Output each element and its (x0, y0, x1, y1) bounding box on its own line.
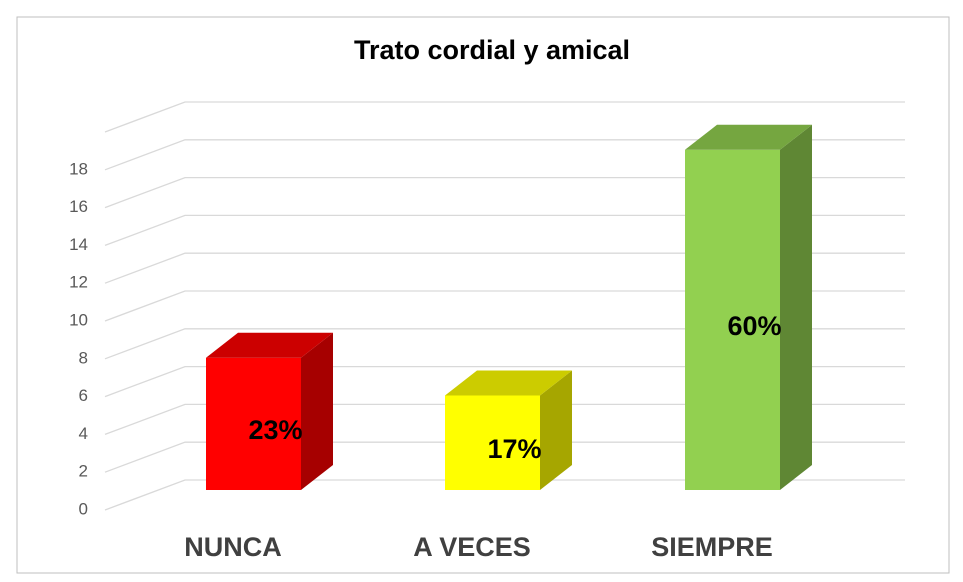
grid-line (104, 139, 905, 171)
bar-top (685, 124, 812, 150)
grid-line (104, 252, 905, 284)
bar-front (206, 357, 301, 490)
data-label: 60% (727, 311, 781, 341)
y-tick-label: 4 (79, 424, 88, 443)
bar-top (206, 332, 333, 358)
bar (206, 332, 333, 490)
x-tick-label: SIEMPRE (651, 532, 773, 562)
grid-line (104, 214, 905, 247)
grid-line (104, 479, 905, 511)
bar-side (301, 332, 333, 490)
bar (685, 124, 812, 491)
grid-line (104, 441, 905, 473)
bar-front (685, 149, 780, 491)
data-label: 17% (487, 434, 541, 464)
y-tick-label: 6 (79, 386, 88, 405)
bar-side (540, 370, 572, 490)
grid-line (104, 290, 905, 322)
y-tick-label: 14 (69, 235, 88, 254)
y-tick-label: 16 (69, 197, 88, 216)
grid-line (104, 365, 905, 398)
y-tick-label: 12 (69, 273, 88, 292)
x-tick-label: A VECES (413, 532, 531, 562)
bar-front (445, 395, 540, 490)
bar (445, 370, 572, 490)
y-tick-label: 8 (79, 348, 88, 367)
grid-line (104, 176, 905, 209)
y-tick-label: 18 (69, 159, 88, 178)
data-label: 23% (248, 415, 302, 445)
chart-title: Trato cordial y amical (354, 35, 630, 65)
y-tick-label: 0 (79, 499, 88, 518)
bar-top (445, 370, 572, 396)
grid-line (104, 328, 905, 360)
grid-line (104, 403, 905, 436)
grid-line (104, 101, 905, 133)
x-tick-label: NUNCA (184, 532, 282, 562)
bar-side (780, 124, 812, 491)
y-tick-label: 10 (69, 310, 88, 329)
y-tick-label: 2 (79, 462, 88, 481)
